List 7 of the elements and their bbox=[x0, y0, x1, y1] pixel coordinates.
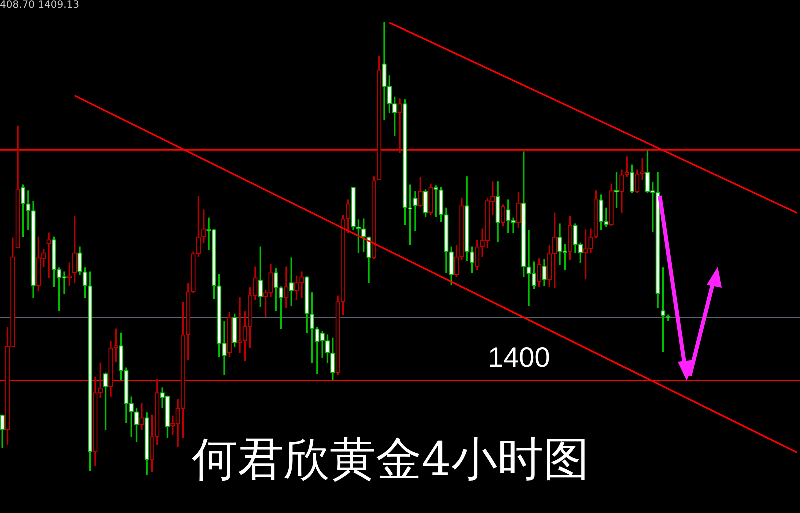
candlestick bbox=[398, 98, 402, 154]
candlestick bbox=[238, 298, 242, 354]
annotation: 1400 bbox=[488, 342, 550, 373]
candlestick bbox=[46, 232, 52, 278]
text: 408.70 1409.13 bbox=[0, 0, 80, 11]
candlestick bbox=[413, 192, 418, 232]
text: 何君欣黄金4小时图 bbox=[192, 432, 590, 486]
